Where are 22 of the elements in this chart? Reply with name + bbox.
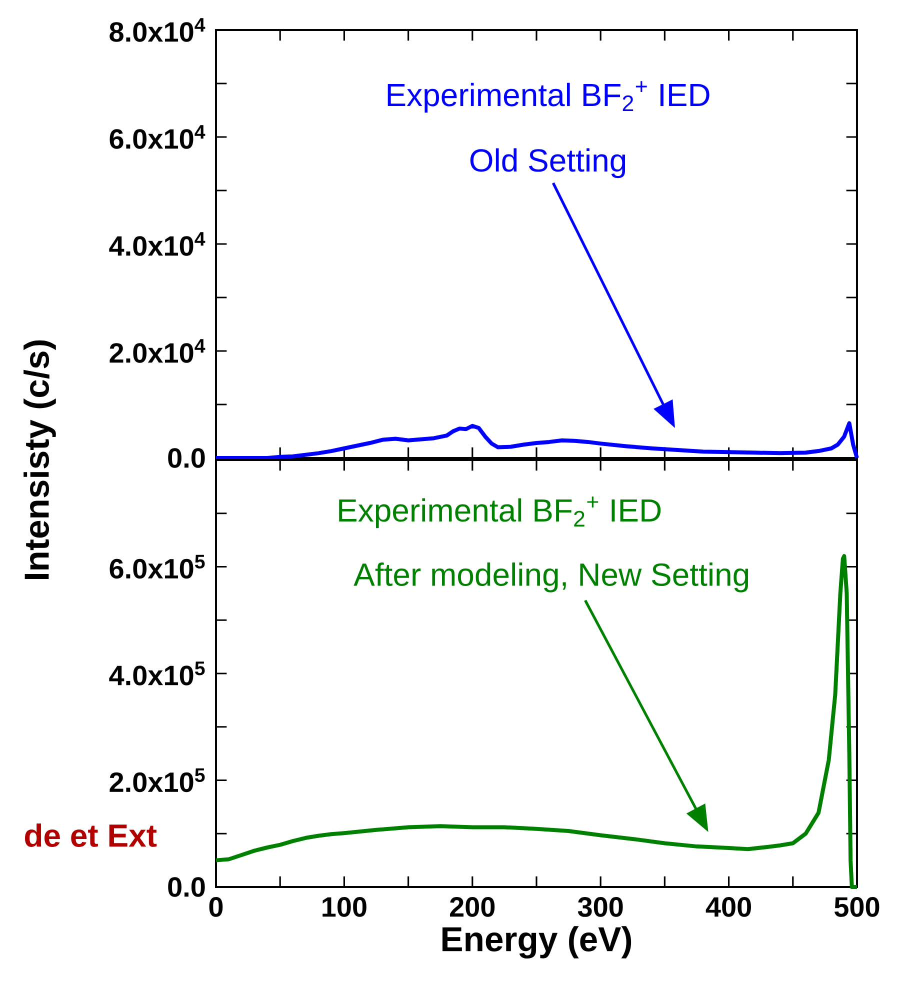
y-tick-label: 4.0x10$^{5}$ bbox=[109, 662, 205, 686]
annotation: Experimental BF$_{2}$$^{+}$ IED bbox=[339, 496, 661, 528]
annotation: Old Setting bbox=[470, 148, 626, 178]
annotation: After modeling, New Setting bbox=[354, 562, 748, 592]
y-tick-label: 2.0x10$^{5}$ bbox=[110, 768, 205, 792]
annotation: Experimental BF$_{2}$$^{+}$ IED bbox=[388, 81, 710, 113]
x-tick-label: 200 bbox=[450, 897, 495, 917]
y-tick-label: 8.0x10$^{4}$ bbox=[110, 18, 206, 42]
y-tick-label: 0.0 bbox=[168, 877, 205, 897]
y-tick-label: 6.0x10$^{4}$ bbox=[110, 125, 206, 149]
x-tick-label: 0 bbox=[209, 897, 223, 917]
y-tick-label: 2.0x10$^{4}$ bbox=[110, 339, 206, 363]
x-tick-label: 500 bbox=[834, 897, 880, 917]
x-tick-label: 300 bbox=[578, 897, 623, 917]
y-tick-label: 0.0 bbox=[168, 448, 205, 468]
x-tick-label: 400 bbox=[706, 897, 751, 917]
x-tick-label: 100 bbox=[322, 897, 366, 917]
y-tick-label: 6.0x10$^{5}$ bbox=[110, 554, 205, 579]
y-tick-label: 4.0x10$^{4}$ bbox=[109, 232, 206, 256]
x-axis-title: Energy (eV) bbox=[442, 926, 632, 959]
text: de et Ext bbox=[24, 823, 157, 847]
y-axis-title: Intensisty (c/s) bbox=[24, 340, 56, 580]
